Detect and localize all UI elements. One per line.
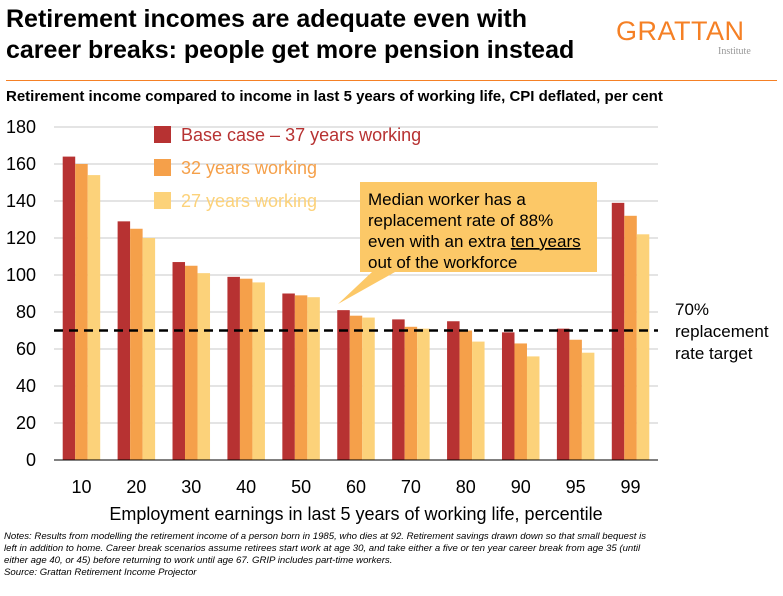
bar [282,293,295,460]
bar [87,175,101,460]
notes-line-3: either age 40, or 45) before returning t… [4,555,393,566]
x-tick-label: 30 [181,477,201,497]
chart-notes: Notes: Results from modelling the retire… [4,531,779,579]
x-tick-label: 40 [236,477,256,497]
bar [459,330,473,460]
bar [472,341,485,460]
bar [197,273,211,460]
bar [447,321,460,460]
header-divider [6,80,777,81]
callout-line: Median worker has a [368,190,526,209]
x-tick-label: 20 [126,477,146,497]
bar [227,276,240,460]
bar [252,282,265,460]
bar [404,326,418,460]
callout-line: replacement rate of 88% [368,211,553,230]
y-tick-label: 0 [26,450,36,470]
bar [307,297,320,460]
callout-box [338,182,597,304]
legend-swatch [154,192,171,209]
bar [392,319,405,460]
y-tick-label: 120 [6,228,36,248]
bar [349,315,363,460]
bar [636,234,650,460]
bar [117,221,131,460]
chart-title: Retirement incomes are adequate even wit… [6,4,606,66]
callout-line: even with an extra ten years [368,232,581,251]
x-tick-label: 80 [456,477,476,497]
title-line-2: career breaks: people get more pension i… [6,36,575,64]
bar [611,202,625,460]
y-tick-label: 160 [6,154,36,174]
bar [75,164,88,460]
bar [185,265,198,460]
bar [337,310,350,460]
bar [130,228,143,460]
legend-swatch [154,159,171,176]
legend-label: 27 years working [181,191,317,211]
notes-line-1: Notes: Results from modelling the retire… [4,531,647,542]
x-tick-label: 95 [566,477,586,497]
reference-line-label: 70% [675,300,709,319]
grattan-logo: GRATTAN Institute [616,16,766,58]
callout-underlined-text: ten years [511,232,581,251]
bar [417,328,430,460]
x-tick-label: 50 [291,477,311,497]
x-tick-label: 99 [621,477,641,497]
bar [362,317,375,460]
bar [294,295,308,460]
x-tick-label: 10 [71,477,91,497]
reference-line-label: replacement [675,322,769,341]
y-tick-label: 180 [6,117,36,137]
logo-wordmark: GRATTAN [616,16,745,46]
legend-label: Base case – 37 years working [181,125,421,145]
bar [172,262,186,460]
y-tick-label: 140 [6,191,36,211]
notes-line-2: left in addition to home. Career break s… [4,543,641,554]
bar [514,343,527,460]
legend-label: 32 years working [181,158,317,178]
logo-subtext: Institute [718,46,751,57]
y-tick-label: 100 [6,265,36,285]
bar [581,352,595,460]
x-tick-label: 70 [401,477,421,497]
x-axis-title: Employment earnings in last 5 years of w… [109,504,602,524]
bar [62,156,76,460]
y-tick-label: 20 [16,413,36,433]
x-tick-label: 60 [346,477,366,497]
legend-swatch [154,126,171,143]
y-tick-label: 60 [16,339,36,359]
chart-subtitle: Retirement income compared to income in … [6,88,663,105]
y-tick-label: 40 [16,376,36,396]
title-line-1: Retirement incomes are adequate even wit… [6,5,528,33]
bar [142,238,156,460]
bar [569,339,582,460]
callout-text: even with an extra [368,232,511,251]
bar [239,278,253,460]
x-tick-label: 90 [511,477,531,497]
bar [624,215,637,460]
y-tick-label: 80 [16,302,36,322]
bar [556,328,570,460]
callout-line: out of the workforce [368,253,517,272]
source-line: Source: Grattan Retirement Income Projec… [4,567,197,578]
bar [501,332,515,460]
bar [526,356,540,460]
reference-line-label: rate target [675,344,753,363]
